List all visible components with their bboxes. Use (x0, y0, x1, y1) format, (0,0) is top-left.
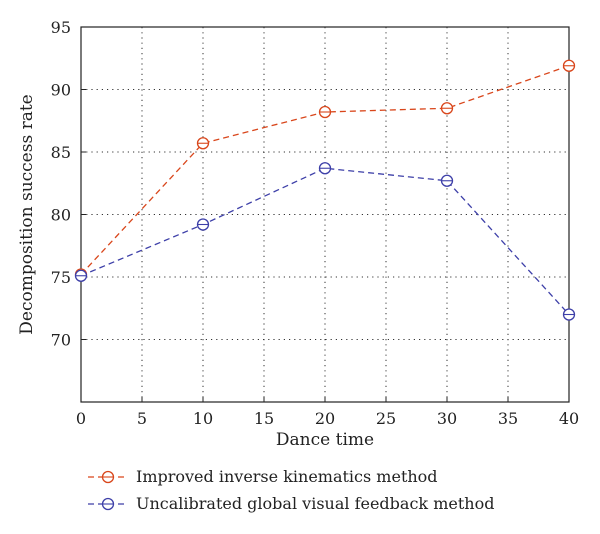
data-point (440, 102, 454, 115)
x-tick-label: 25 (376, 409, 396, 428)
x-tick-label: 10 (193, 409, 213, 428)
legend: Improved inverse kinematics method Uncali… (88, 467, 494, 513)
legend-item-1: Improved inverse kinematics method (88, 467, 438, 486)
y-tick-label: 70 (51, 331, 71, 350)
data-point (318, 105, 332, 119)
y-axis-label: Decomposition success rate (17, 94, 37, 334)
x-tick-label: 15 (254, 409, 274, 428)
x-tick-label: 5 (137, 409, 147, 428)
data-point (562, 59, 576, 72)
x-tick-label: 35 (498, 409, 518, 428)
series-group (74, 59, 576, 321)
data-point (318, 162, 332, 175)
y-tick-label: 80 (51, 206, 71, 225)
legend-item-2: Uncalibrated global visual feedback meth… (88, 494, 494, 513)
axis-ticks: 0 5 10 15 20 25 30 35 40 70 75 80 85 90 95 (51, 18, 580, 428)
x-tick-label: 30 (437, 409, 457, 428)
legend-marker (101, 497, 115, 511)
x-tick-label: 20 (315, 409, 335, 428)
y-tick-label: 85 (51, 143, 71, 162)
y-tick-label: 95 (51, 18, 71, 37)
data-point (440, 174, 454, 187)
y-tick-label: 75 (51, 268, 71, 287)
legend-marker (101, 470, 115, 484)
legend-label: Improved inverse kinematics method (136, 467, 438, 486)
data-point (196, 137, 210, 150)
legend-label: Uncalibrated global visual feedback meth… (136, 494, 494, 513)
data-point (74, 269, 88, 282)
data-point (196, 218, 210, 231)
grid (81, 27, 569, 402)
data-point (562, 308, 576, 321)
x-tick-label: 40 (559, 409, 579, 428)
x-axis-label: Dance time (276, 430, 374, 450)
x-tick-label: 0 (76, 409, 86, 428)
series-2 (74, 162, 576, 321)
y-tick-label: 90 (51, 81, 71, 100)
